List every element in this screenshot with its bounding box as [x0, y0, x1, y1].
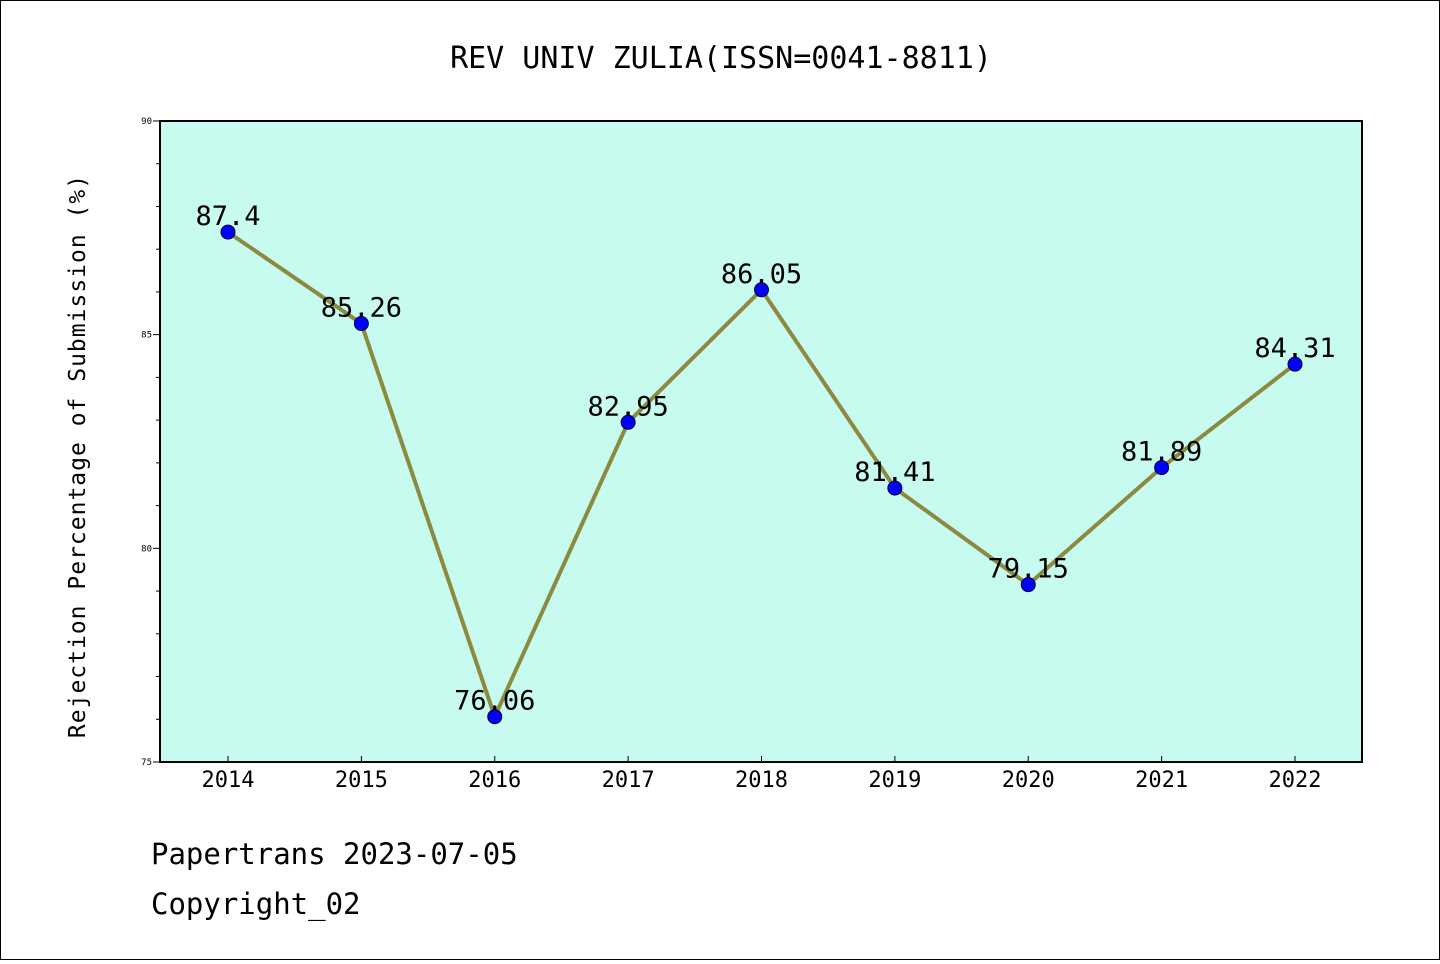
data-point-2017: [620, 414, 636, 430]
y-axis-label: Rejection Percentage of Submission (%): [65, 174, 91, 738]
axis-ticks: 75 80 85 90 2014 2015 2016 2017 2018 2019 2020 2021…: [141, 117, 1321, 793]
data-point-2020: [1020, 577, 1036, 593]
data-label-2022: 84.31: [1254, 333, 1335, 364]
y-tick-label: 90: [141, 117, 152, 127]
x-tick-label: 2017: [602, 768, 655, 793]
data-label-2021: 81.89: [1121, 437, 1202, 468]
data-point-2018: [754, 282, 769, 298]
data-label-2016: 76.06: [454, 686, 535, 717]
data-label-2015: 85.26: [321, 293, 402, 324]
plot-area: [159, 120, 1363, 763]
x-tick-label: 2020: [1002, 768, 1055, 793]
x-tick-label: 2019: [868, 768, 921, 793]
data-point-2019: [887, 480, 903, 496]
data-label-2020: 79.15: [988, 554, 1069, 585]
y-tick-label: 75: [141, 758, 152, 768]
x-tick-label: 2018: [735, 768, 788, 793]
x-tick-label: 2016: [468, 768, 521, 793]
x-tick-label: 2014: [202, 768, 255, 793]
data-label-2018: 86.05: [721, 259, 802, 290]
data-point-2022: [1287, 356, 1303, 372]
x-tick-label: 2021: [1135, 768, 1188, 793]
footer-copyright-text: Copyright_02: [151, 887, 361, 921]
footer-date-text: Papertrans 2023-07-05: [151, 837, 518, 871]
data-point-2015: [353, 316, 369, 332]
data-point-2016: [487, 709, 503, 725]
x-tick-label: 2015: [335, 768, 388, 793]
chart-title: REV UNIV ZULIA(ISSN=0041-8811): [450, 41, 992, 76]
y-tick-label: 85: [141, 331, 152, 341]
data-label-2019: 81.41: [854, 457, 935, 488]
data-marks-layer: 87.4 85.26 76.06 82.95 86.05 81.41 79.15 81.89 8…: [195, 201, 1336, 725]
data-label-2014: 87.4: [195, 201, 260, 232]
data-label-2017: 82.95: [587, 391, 668, 422]
y-tick-label: 80: [141, 544, 152, 554]
data-point-2014: [220, 224, 236, 240]
data-point-2021: [1154, 460, 1170, 476]
x-tick-label: 2022: [1269, 768, 1322, 793]
